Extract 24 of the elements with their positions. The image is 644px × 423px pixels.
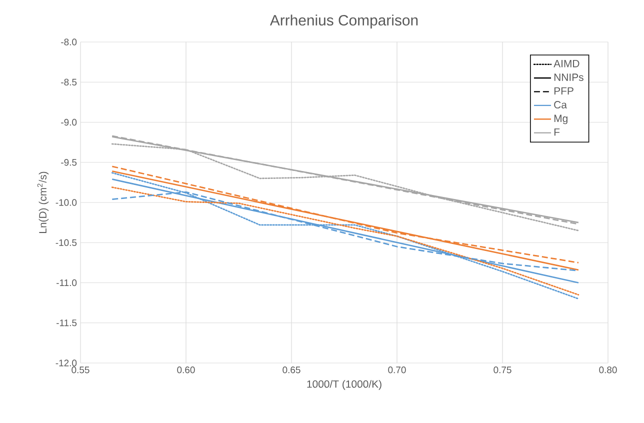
y-tick-label: -9.5 xyxy=(61,159,77,166)
y-tick-label: -10.5 xyxy=(56,239,77,246)
legend-label: PFP xyxy=(554,87,574,95)
y-axis-title: Ln(D) (cm$^{2}$/s) xyxy=(37,172,49,233)
y-tick-label: -12.0 xyxy=(56,360,77,366)
y-tick-label: -8.5 xyxy=(61,78,77,86)
x-tick-label: 0.55 xyxy=(72,366,90,374)
y-tick-label: -11.5 xyxy=(56,320,77,326)
y-tick-label: -11.0 xyxy=(56,279,77,286)
y-tick-label: -8.0 xyxy=(61,38,77,46)
y-tick-label: -10.0 xyxy=(56,199,77,206)
x-tick-label: 0.60 xyxy=(177,366,195,374)
x-tick-label: 0.65 xyxy=(282,366,300,374)
x-tick-label: 0.70 xyxy=(388,366,406,374)
x-tick-label: 0.80 xyxy=(599,366,617,374)
chart-title: Arrhenius Comparison xyxy=(270,14,418,29)
y-tick-label: -9.0 xyxy=(61,118,77,126)
x-tick-label: 0.75 xyxy=(494,366,512,374)
legend-label: Mg xyxy=(554,114,568,124)
x-axis-title: 1000/T (1000/K) xyxy=(307,380,382,390)
legend-label: F xyxy=(554,128,560,136)
legend-label: Ca xyxy=(554,101,567,108)
legend-label: AIMD xyxy=(554,60,580,68)
legend-label: NNIPs xyxy=(554,74,584,81)
